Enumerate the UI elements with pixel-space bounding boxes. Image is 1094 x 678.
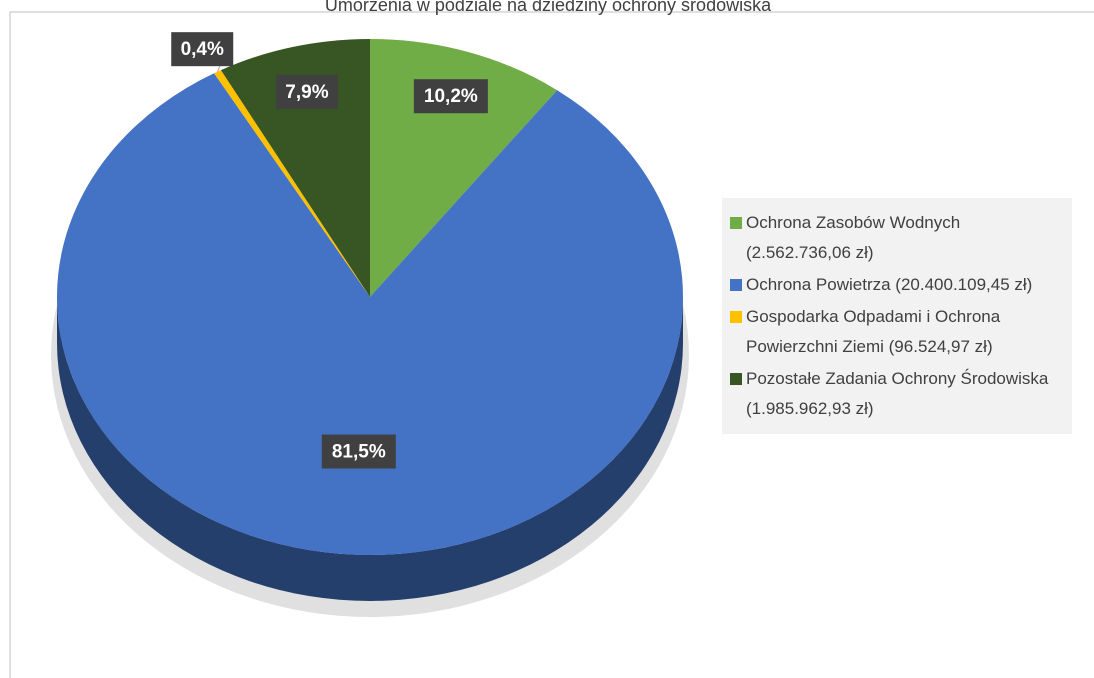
legend-swatch bbox=[730, 279, 742, 291]
legend-label: Gospodarka Odpadami i Ochrona Powierzchn… bbox=[746, 307, 1001, 356]
title-bg bbox=[380, 0, 720, 10]
legend-label: Pozostałe Zadania Ochrony Środowiska (1.… bbox=[746, 369, 1049, 418]
legend: Ochrona Zasobów Wodnych (2.562.736,06 zł… bbox=[722, 198, 1072, 434]
leader-line bbox=[217, 64, 221, 72]
label-box bbox=[413, 79, 488, 114]
legend-swatch bbox=[730, 373, 742, 385]
label-box bbox=[321, 434, 396, 469]
legend-item: Ochrona Zasobów Wodnych (2.562.736,06 zł… bbox=[728, 208, 1066, 268]
legend-item: Pozostałe Zadania Ochrony Środowiska (1.… bbox=[728, 364, 1066, 424]
data-label: 7,9% bbox=[285, 82, 328, 103]
label-box bbox=[275, 74, 338, 109]
data-label: 10,2% bbox=[424, 86, 478, 107]
chart-title: Umorzenia w podziale na dziedziny ochron… bbox=[325, 0, 772, 15]
label-box bbox=[171, 32, 234, 67]
pie: 10,2% 81,5% 0,4% 7,9% bbox=[51, 32, 689, 617]
data-label: 81,5% bbox=[332, 442, 386, 463]
legend-item: Ochrona Powietrza (20.400.109,45 zł) bbox=[728, 270, 1066, 300]
slice bbox=[214, 70, 370, 298]
legend-label: Ochrona Zasobów Wodnych (2.562.736,06 zł… bbox=[746, 213, 961, 262]
legend-item: Gospodarka Odpadami i Ochrona Powierzchn… bbox=[728, 302, 1066, 362]
legend-swatch bbox=[730, 311, 742, 323]
slice-side bbox=[57, 297, 683, 601]
slice bbox=[57, 73, 684, 555]
data-label: 0,4% bbox=[181, 39, 224, 60]
legend-swatch bbox=[730, 217, 742, 229]
legend-label: Ochrona Powietrza (20.400.109,45 zł) bbox=[746, 275, 1033, 294]
